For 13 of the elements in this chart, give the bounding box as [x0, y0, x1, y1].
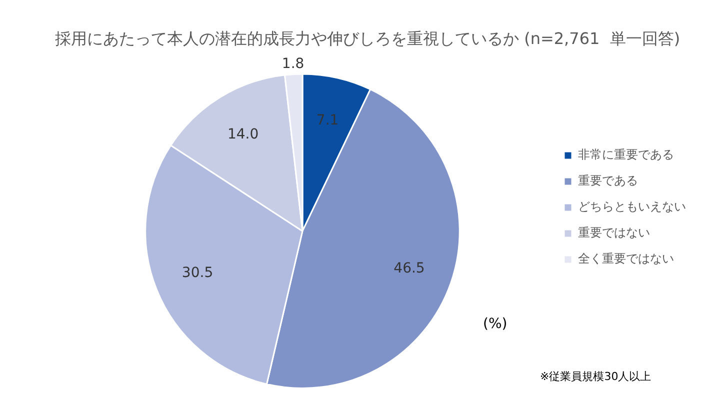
text: ※従業員規模30人以上	[540, 369, 652, 384]
legend-label: 全く重要ではない	[578, 252, 674, 266]
data-label: 1.8	[282, 56, 304, 72]
chart-title: 採用にあたって本人の潜在的成長力や伸びしろを重視しているか (n=2,761 単一回答)	[55, 28, 680, 48]
data-label: 14.0	[227, 126, 259, 142]
data-label: 30.5	[182, 264, 214, 281]
legend-label: 重要である	[578, 174, 638, 188]
legend-label: 重要ではない	[578, 226, 650, 240]
data-label: 46.5	[394, 260, 425, 276]
legend-label: どちらともいえない	[578, 200, 686, 214]
data-label: 7.1	[316, 112, 339, 128]
text: (%)	[483, 316, 508, 332]
legend-label: 非常に重要である	[578, 148, 674, 162]
